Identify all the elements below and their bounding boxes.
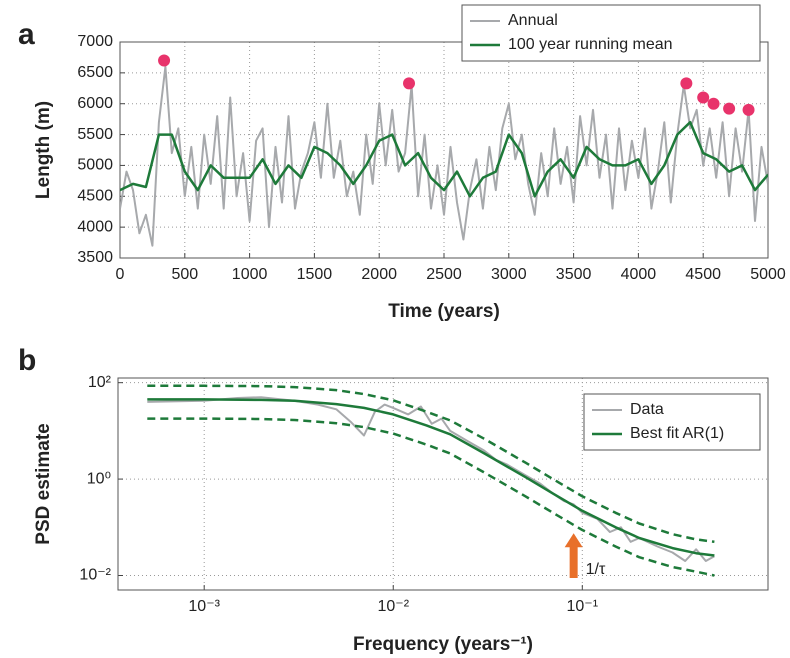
x-tick-label: 10⁻² (377, 598, 409, 615)
legend-label: Data (630, 401, 664, 418)
x-axis-label: Frequency (years⁻¹) (353, 634, 533, 655)
highlight-dot (707, 97, 720, 110)
x-tick-label: 500 (171, 266, 198, 283)
highlight-dot (680, 77, 693, 90)
y-tick-label: 6000 (77, 95, 113, 112)
confidence-bound (147, 384, 715, 544)
plot-frame (119, 41, 769, 259)
plot-frame (117, 377, 769, 591)
y-tick-label: 5000 (77, 157, 113, 174)
x-axis-label: Time (years) (388, 301, 500, 322)
x-tick-label: 3000 (491, 266, 527, 283)
x-tick-label: 1000 (232, 266, 268, 283)
y-tick-label: 6500 (77, 64, 113, 81)
y-tick-label: 10⁰ (87, 470, 111, 487)
series-line (147, 398, 715, 557)
legend-box (461, 4, 761, 62)
legend-box (583, 393, 761, 451)
annotation-arrow (564, 533, 583, 578)
x-tick-label: 4500 (685, 266, 721, 283)
x-tick-label: 5000 (750, 266, 786, 283)
y-tick-label: 3500 (77, 249, 113, 266)
y-tick-label: 5500 (77, 126, 113, 143)
highlight-dot (742, 103, 755, 116)
confidence-bound (147, 417, 715, 577)
y-axis-label: PSD estimate (33, 423, 54, 544)
highlight-dot (697, 91, 710, 104)
x-tick-label: 2000 (361, 266, 397, 283)
x-tick-label: 10⁻³ (188, 598, 220, 615)
legend-label: Annual (508, 12, 558, 29)
y-tick-label: 10⁻² (79, 567, 111, 584)
legend-label: 100 year running mean (508, 36, 673, 53)
highlight-dot (158, 54, 171, 67)
y-tick-label: 10² (88, 374, 112, 391)
legend-label: Best fit AR(1) (630, 425, 724, 442)
highlight-dot (403, 77, 416, 90)
y-tick-label: 7000 (77, 33, 113, 50)
panel-label: b (18, 344, 36, 377)
annotation-text: 1/τ (586, 561, 606, 578)
highlight-dot (723, 102, 736, 115)
x-tick-label: 0 (116, 266, 125, 283)
x-tick-label: 4000 (621, 266, 657, 283)
series-line (120, 65, 768, 247)
x-tick-label: 1500 (297, 266, 333, 283)
y-tick-label: 4000 (77, 218, 113, 235)
x-tick-label: 10⁻¹ (567, 598, 599, 615)
x-tick-label: 2500 (426, 266, 462, 283)
y-tick-label: 4500 (77, 188, 113, 205)
x-tick-label: 3500 (556, 266, 592, 283)
panel-label: a (18, 18, 35, 51)
series-line (120, 120, 768, 198)
y-axis-label: Length (m) (33, 101, 54, 199)
